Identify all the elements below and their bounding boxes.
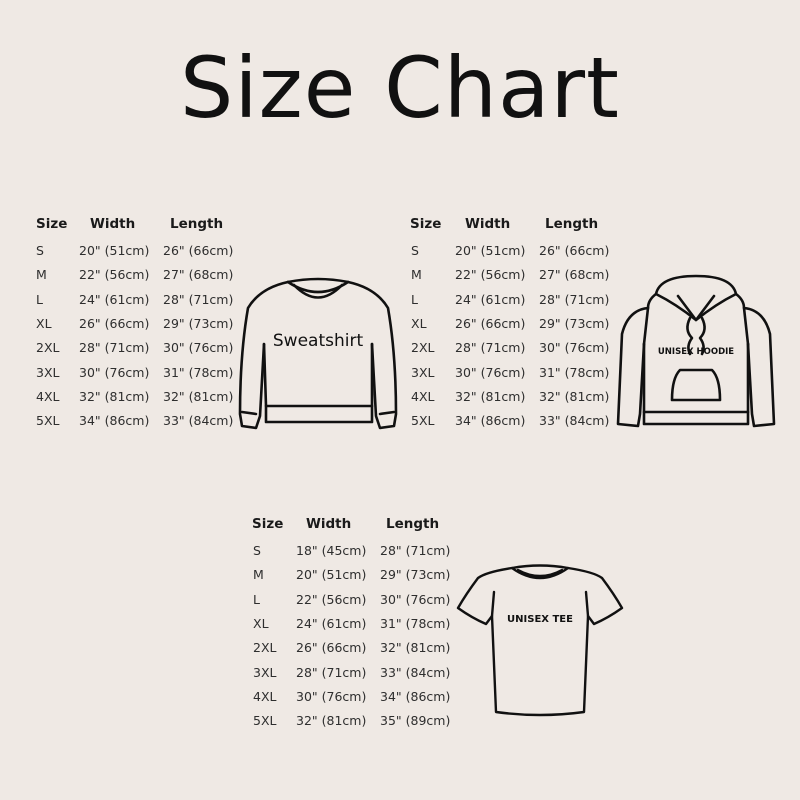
cell-width: 18" (45cm)	[296, 543, 367, 558]
cell-width: 30" (76cm)	[455, 364, 526, 380]
cell-width: 28" (71cm)	[296, 664, 367, 680]
cell-length: 30" (76cm)	[539, 340, 610, 356]
cell-length: 27" (68cm)	[539, 267, 610, 283]
cell-size: 5XL	[36, 413, 60, 429]
column-header-width: Width	[306, 516, 352, 532]
cell-size: S	[36, 243, 44, 258]
cell-length: 29" (73cm)	[163, 315, 234, 331]
cell-length: 28" (71cm)	[539, 291, 610, 307]
cell-width: 22" (56cm)	[296, 591, 367, 607]
column-header-length: Length	[386, 516, 440, 532]
cell-size: 4XL	[36, 388, 60, 404]
page-title: Size Chart	[180, 39, 620, 137]
cell-width: 24" (61cm)	[79, 291, 150, 307]
cell-width: 26" (66cm)	[296, 640, 367, 656]
tee-label: UNISEX TEE	[507, 614, 573, 625]
tshirt-icon: UNISEX TEE	[456, 564, 624, 717]
column-header-size: Size	[252, 516, 284, 532]
cell-length: 31" (78cm)	[380, 615, 451, 631]
column-header-size: Size	[36, 216, 68, 232]
cell-size: M	[411, 267, 422, 283]
cell-width: 34" (86cm)	[455, 413, 526, 429]
cell-width: 20" (51cm)	[296, 567, 367, 583]
cell-size: 2XL	[36, 340, 60, 356]
cell-width: 30" (76cm)	[79, 364, 150, 380]
cell-length: 32" (81cm)	[380, 640, 451, 656]
cell-size: 4XL	[253, 688, 277, 704]
cell-width: 22" (56cm)	[455, 267, 526, 283]
cell-length: 31" (78cm)	[163, 364, 234, 380]
cell-size: 4XL	[411, 388, 435, 404]
cell-length: 34" (86cm)	[380, 688, 451, 704]
cell-width: 20" (51cm)	[79, 243, 150, 258]
column-header-width: Width	[90, 216, 136, 232]
cell-length: 30" (76cm)	[163, 340, 234, 356]
cell-size: XL	[411, 315, 427, 331]
cell-width: 32" (81cm)	[296, 713, 367, 729]
hoodie-icon: UNISEX HOODIE	[616, 274, 776, 428]
cell-length: 29" (73cm)	[380, 567, 451, 583]
cell-width: 26" (66cm)	[455, 315, 526, 331]
cell-length: 28" (71cm)	[380, 543, 451, 558]
column-header-length: Length	[545, 216, 599, 232]
cell-size: M	[36, 267, 47, 283]
cell-length: 30" (76cm)	[380, 591, 451, 607]
column-header-size: Size	[410, 216, 442, 232]
cell-length: 32" (81cm)	[539, 388, 610, 404]
cell-size: 5XL	[411, 413, 435, 429]
cell-size: 2XL	[253, 640, 277, 656]
cell-width: 32" (81cm)	[79, 388, 150, 404]
column-header-length: Length	[170, 216, 224, 232]
cell-width: 26" (66cm)	[79, 315, 150, 331]
cell-length: 35" (89cm)	[380, 713, 451, 729]
cell-width: 22" (56cm)	[79, 267, 150, 283]
cell-length: 33" (84cm)	[539, 413, 610, 429]
cell-length: 28" (71cm)	[163, 291, 234, 307]
cell-size: XL	[36, 315, 52, 331]
sweatshirt-icon: Sweatshirt	[238, 277, 398, 430]
cell-size: L	[253, 591, 260, 607]
column-header-width: Width	[465, 216, 511, 232]
cell-width: 24" (61cm)	[455, 291, 526, 307]
cell-size: 3XL	[36, 364, 60, 380]
cell-size: 5XL	[253, 713, 277, 729]
cell-length: 31" (78cm)	[539, 364, 610, 380]
cell-length: 26" (66cm)	[539, 243, 610, 258]
cell-width: 28" (71cm)	[455, 340, 526, 356]
cell-width: 32" (81cm)	[455, 388, 526, 404]
cell-width: 34" (86cm)	[79, 413, 150, 429]
cell-size: L	[411, 291, 418, 307]
cell-size: 2XL	[411, 340, 435, 356]
hoodie-label: UNISEX HOODIE	[658, 347, 734, 357]
cell-size: L	[36, 291, 43, 307]
cell-width: 24" (61cm)	[296, 615, 367, 631]
cell-length: 33" (84cm)	[380, 664, 451, 680]
sweatshirt-label: Sweatshirt	[273, 331, 364, 351]
cell-width: 30" (76cm)	[296, 688, 367, 704]
cell-size: 3XL	[411, 364, 435, 380]
cell-length: 32" (81cm)	[163, 388, 234, 404]
cell-width: 28" (71cm)	[79, 340, 150, 356]
cell-size: S	[253, 543, 261, 558]
cell-length: 26" (66cm)	[163, 243, 234, 258]
cell-length: 29" (73cm)	[539, 315, 610, 331]
cell-length: 27" (68cm)	[163, 267, 234, 283]
cell-size: M	[253, 567, 264, 583]
cell-length: 33" (84cm)	[163, 413, 234, 429]
cell-width: 20" (51cm)	[455, 243, 526, 258]
cell-size: XL	[253, 615, 269, 631]
cell-size: 3XL	[253, 664, 277, 680]
cell-size: S	[411, 243, 419, 258]
